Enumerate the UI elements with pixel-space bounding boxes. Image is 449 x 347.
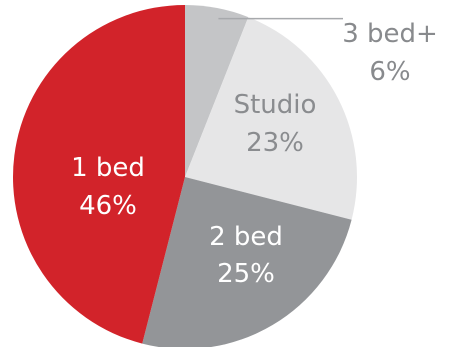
pie-slice-3-bed — [185, 5, 249, 177]
slice-value-2-bed: 25% — [217, 259, 275, 289]
slice-label-studio: Studio — [234, 90, 317, 120]
slice-labels: 3 bed+ 6% Studio 23% 2 bed 25% 1 bed 46% — [71, 17, 438, 289]
pie-slice-studio — [185, 17, 357, 220]
slice-label-2-bed: 2 bed — [209, 222, 283, 252]
slice-value-3-bed: 6% — [369, 57, 410, 87]
slice-value-1-bed: 46% — [79, 191, 137, 221]
slice-label-1-bed: 1 bed — [71, 153, 145, 183]
slice-value-studio: 23% — [246, 128, 304, 158]
pie-slice-1-bed — [12, 4, 185, 344]
slice-label-3-bed: 3 bed+ — [342, 19, 438, 49]
pie-slice-2-bed — [142, 177, 352, 347]
pie-slices — [12, 4, 357, 347]
